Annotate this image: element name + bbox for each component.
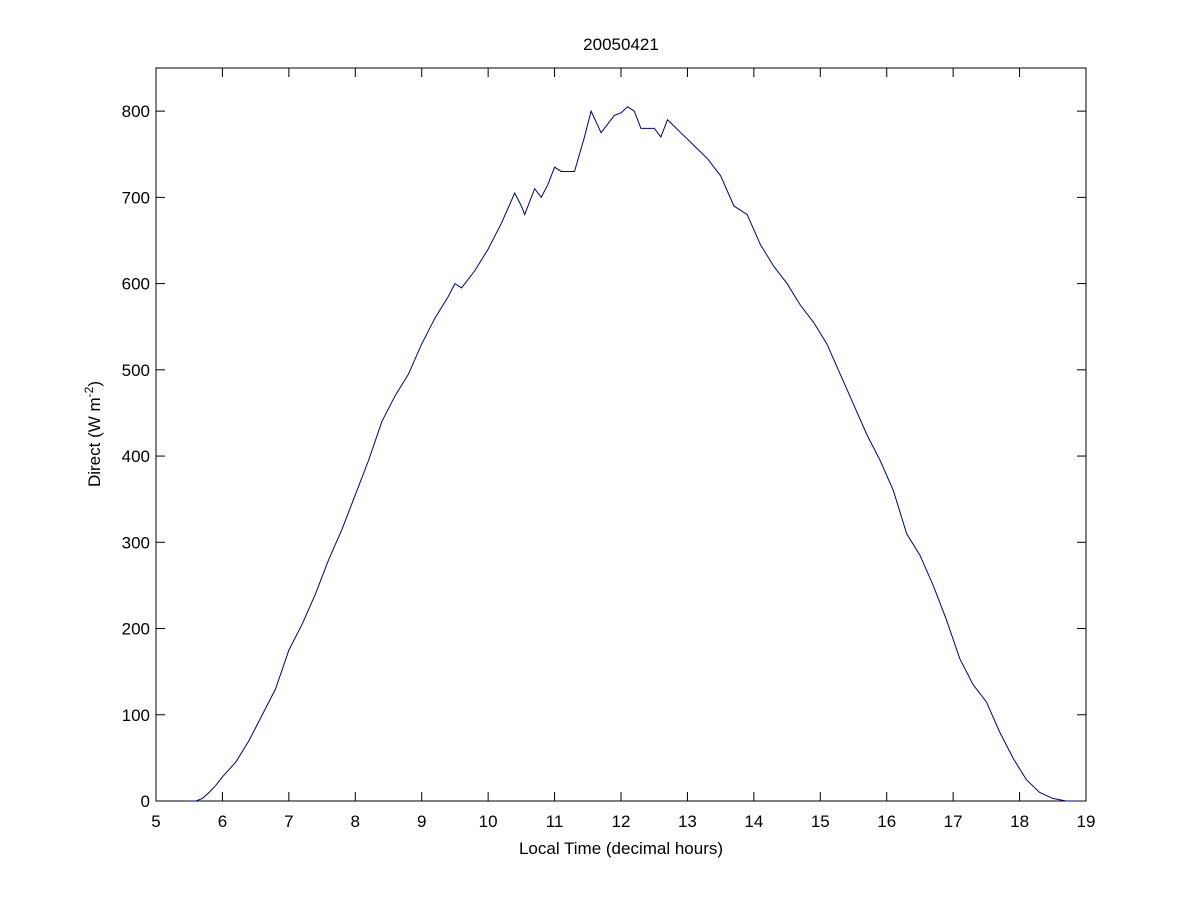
y-tick-label: 400: [122, 447, 150, 466]
x-axis-label: Local Time (decimal hours): [519, 839, 723, 858]
x-tick-label: 16: [877, 812, 896, 831]
y-tick-label: 700: [122, 188, 150, 207]
y-tick-label: 200: [122, 620, 150, 639]
x-tick-label: 13: [678, 812, 697, 831]
y-label-text: Direct (W m: [85, 397, 104, 487]
x-tick-label: 19: [1077, 812, 1096, 831]
y-label-end: ): [85, 381, 104, 387]
x-tick-label: 15: [811, 812, 830, 831]
x-tick-label: 9: [417, 812, 426, 831]
chart-title: 20050421: [583, 35, 659, 54]
y-axis-label: Direct (W m-2): [82, 381, 104, 487]
y-tick-label: 800: [122, 102, 150, 121]
y-tick-label: 300: [122, 533, 150, 552]
y-tick-label: 100: [122, 706, 150, 725]
x-tick-label: 11: [546, 812, 564, 831]
x-tick-label: 17: [944, 812, 963, 831]
y-tick-label: 500: [122, 361, 150, 380]
x-tick-label: 18: [1010, 812, 1029, 831]
y-tick-label: 0: [141, 792, 150, 811]
y-tick-label: 600: [122, 275, 150, 294]
x-tick-label: 6: [218, 812, 227, 831]
data-line: [189, 106, 1080, 802]
x-tick-label: 5: [151, 812, 160, 831]
x-tick-label: 10: [479, 812, 498, 831]
x-tick-label: 7: [284, 812, 293, 831]
y-label-sup: -2: [82, 386, 96, 397]
x-tick-label: 12: [612, 812, 631, 831]
x-tick-label: 8: [351, 812, 360, 831]
x-tick-label: 14: [744, 812, 763, 831]
